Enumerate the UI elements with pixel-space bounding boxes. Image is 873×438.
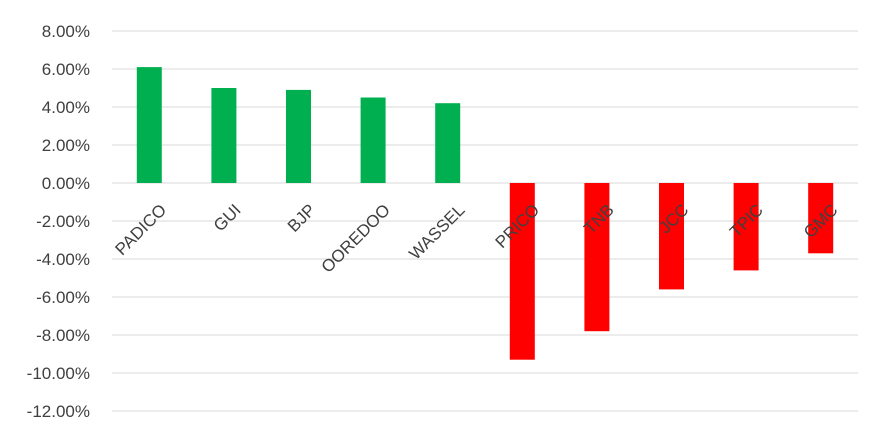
- category-label: OOREDOO: [318, 200, 394, 276]
- y-tick-label: 0.00%: [42, 174, 90, 193]
- y-tick-label: -6.00%: [36, 288, 90, 307]
- bar-wassel: [435, 103, 461, 183]
- category-label: PADICO: [111, 200, 170, 259]
- bar-tpic: [733, 183, 759, 271]
- category-label: WASSEL: [405, 200, 468, 263]
- y-tick-label: 6.00%: [42, 60, 90, 79]
- bar-gmc: [808, 183, 834, 254]
- bar-gui: [211, 88, 237, 183]
- category-label: BJP: [284, 200, 319, 235]
- y-tick-label: -12.00%: [27, 402, 90, 421]
- y-tick-label: -4.00%: [36, 250, 90, 269]
- y-axis-tick-labels: 8.00% 6.00% 4.00% 2.00% 0.00% -2.00% -4.00% -6.…: [27, 22, 90, 421]
- bar-jcc: [659, 183, 684, 290]
- y-tick-label: -10.00%: [27, 364, 90, 383]
- y-tick-label: 4.00%: [42, 98, 90, 117]
- y-tick-label: -8.00%: [36, 326, 90, 345]
- y-tick-label: 2.00%: [42, 136, 90, 155]
- y-tick-label: 8.00%: [42, 22, 90, 41]
- bars: [136, 67, 834, 360]
- y-tick-label: -2.00%: [36, 212, 90, 231]
- bar-prico: [509, 183, 535, 360]
- bar-tnb: [584, 183, 610, 332]
- bar-bjp: [286, 89, 311, 183]
- bar-padico: [136, 67, 162, 183]
- category-label: GUI: [210, 200, 245, 235]
- bar-ooredoo: [360, 97, 386, 183]
